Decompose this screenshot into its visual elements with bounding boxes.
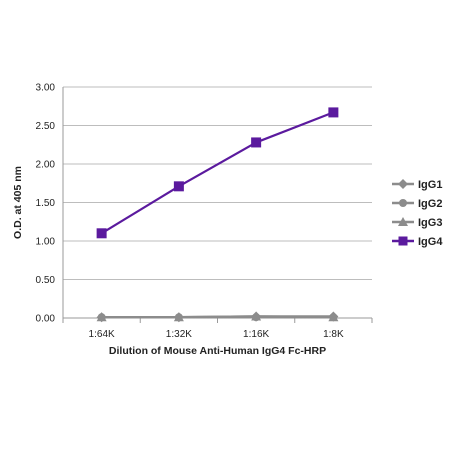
legend-item-igg4: IgG4	[392, 236, 443, 248]
y-axis-title: O.D. at 405 nm	[12, 166, 24, 239]
gridlines	[63, 86, 372, 280]
legend-marker-igg3	[398, 217, 408, 226]
legend-label-igg1: IgG1	[418, 179, 442, 191]
x-tick-label: 1:16K	[243, 329, 269, 340]
legend-item-igg2: IgG2	[392, 198, 442, 210]
y-tick-label: 0.00	[36, 314, 56, 325]
series-line-igg4	[101, 111, 334, 235]
x-tick-label: 1:64K	[89, 329, 115, 340]
series-layer	[96, 107, 339, 323]
y-tick-label: 1.50	[36, 198, 56, 209]
data-point-igg4	[328, 107, 339, 118]
data-point-igg4	[251, 137, 262, 148]
data-point-igg3	[251, 311, 262, 321]
legend-marker-igg2	[399, 199, 407, 207]
data-point-igg3	[96, 312, 107, 322]
series-line-igg3	[101, 315, 334, 319]
legend-marker-igg1	[398, 179, 408, 189]
y-tick-label: 2.00	[36, 160, 56, 171]
legend-item-igg1: IgG1	[392, 179, 442, 191]
series-igg4	[96, 107, 339, 239]
axes: 0.00 0.50 1.00 1.50 2.00 2.50 3.00 1:64K 1:32K 1:…	[36, 83, 373, 340]
legend-marker-igg4	[398, 236, 408, 246]
y-tick-label: 0.50	[36, 275, 56, 286]
legend-label-igg2: IgG2	[418, 198, 442, 210]
legend: IgG1 IgG2 IgG3 IgG4	[392, 179, 443, 248]
data-point-igg4	[173, 181, 184, 192]
x-tick-label: 1:32K	[166, 329, 192, 340]
x-axis-title: Dilution of Mouse Anti-Human IgG4 Fc-HRP	[109, 345, 326, 357]
y-tick-label: 2.50	[36, 121, 56, 132]
data-point-igg3	[328, 312, 339, 322]
legend-item-igg3: IgG3	[392, 217, 442, 229]
x-tick-label: 1:8K	[323, 329, 344, 340]
y-tick-label: 3.00	[36, 83, 56, 94]
legend-label-igg4: IgG4	[418, 236, 443, 248]
series-igg3	[96, 311, 339, 322]
data-point-igg4	[96, 228, 107, 239]
legend-label-igg3: IgG3	[418, 217, 442, 229]
data-point-igg3	[173, 312, 184, 322]
y-tick-label: 1.00	[36, 237, 56, 248]
